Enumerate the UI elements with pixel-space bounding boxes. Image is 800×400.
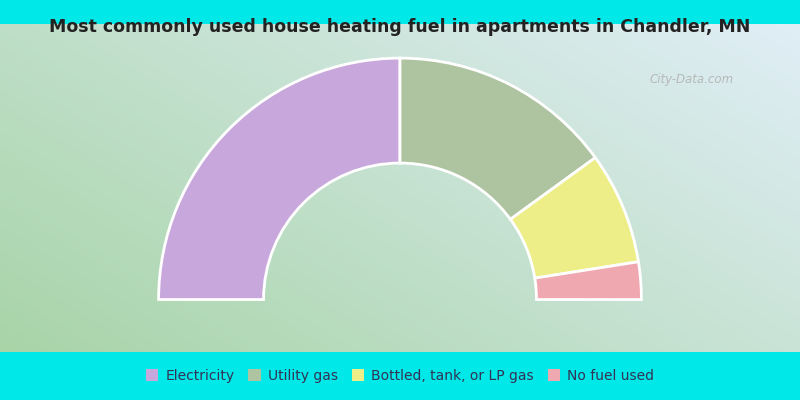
Wedge shape	[510, 158, 638, 278]
Legend: Electricity, Utility gas, Bottled, tank, or LP gas, No fuel used: Electricity, Utility gas, Bottled, tank,…	[140, 364, 660, 388]
Text: City-Data.com: City-Data.com	[650, 74, 734, 86]
Wedge shape	[534, 262, 642, 300]
Text: Most commonly used house heating fuel in apartments in Chandler, MN: Most commonly used house heating fuel in…	[50, 18, 750, 36]
Wedge shape	[158, 58, 400, 300]
Wedge shape	[400, 58, 595, 219]
